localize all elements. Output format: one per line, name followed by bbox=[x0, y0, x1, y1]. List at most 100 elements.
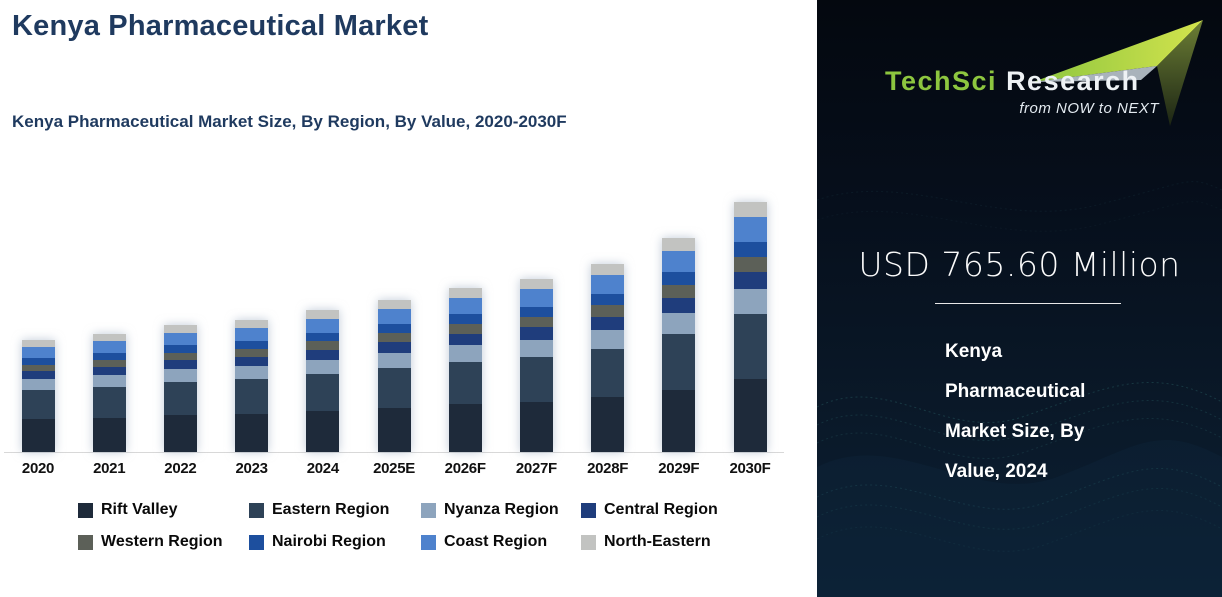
logo-brand-part2: Research bbox=[1006, 66, 1140, 96]
bar-segment-eastern-region bbox=[306, 373, 340, 411]
bar-segment-nyanza-region bbox=[662, 312, 696, 335]
bar-segment-western-region bbox=[306, 341, 340, 350]
legend-label: North-Eastern bbox=[604, 533, 711, 550]
bar-segment-rift-valley bbox=[21, 419, 55, 452]
bar-segment-nairobi-region bbox=[448, 314, 482, 325]
bar-segment-western-region bbox=[448, 324, 482, 334]
legend-label: Coast Region bbox=[444, 533, 548, 550]
bar-segment-nyanza-region bbox=[733, 289, 767, 315]
logo-tagline: from NOW to NEXT bbox=[1019, 100, 1159, 117]
bar-segment-rift-valley bbox=[448, 404, 482, 452]
bar-segment-rift-valley bbox=[306, 410, 340, 452]
bar-segment-western-region bbox=[163, 352, 197, 361]
bar-segment-rift-valley bbox=[733, 379, 767, 452]
bar-segment-eastern-region bbox=[591, 348, 625, 398]
bar-segment-north-eastern bbox=[519, 278, 553, 290]
caption-line: Market Size, By bbox=[945, 421, 1085, 442]
bar-segment-nairobi-region bbox=[163, 345, 197, 353]
bar-segment-eastern-region bbox=[21, 390, 55, 420]
legend-swatch-icon bbox=[421, 534, 436, 550]
caption-line: Pharmaceutical bbox=[945, 381, 1086, 402]
logo-wordmark: TechSci Research bbox=[885, 66, 1140, 97]
bar-segment-north-eastern bbox=[377, 299, 411, 310]
x-axis-label-2025E: 2025E bbox=[373, 460, 415, 477]
bar-segment-central-region bbox=[306, 349, 340, 360]
bar-segment-nyanza-region bbox=[377, 353, 411, 369]
bar-segment-nyanza-region bbox=[92, 375, 126, 388]
bar-segment-coast-region bbox=[519, 289, 553, 307]
bar-segment-nyanza-region bbox=[519, 339, 553, 357]
bar-segment-coast-region bbox=[591, 275, 625, 295]
logo-brand-part1: TechSci bbox=[885, 66, 998, 96]
bar-segment-western-region bbox=[519, 317, 553, 328]
bar-segment-central-region bbox=[448, 333, 482, 346]
bar-segment-central-region bbox=[163, 360, 197, 370]
legend-swatch-icon bbox=[581, 534, 596, 550]
x-axis-label-2022: 2022 bbox=[164, 460, 197, 477]
bar-segment-eastern-region bbox=[92, 387, 126, 418]
legend-swatch-icon bbox=[581, 502, 596, 518]
caption-line: Kenya bbox=[945, 341, 1003, 362]
bar-segment-nairobi-region bbox=[377, 324, 411, 334]
bar-segment-eastern-region bbox=[519, 356, 553, 402]
legend-item-western-region: Western Region bbox=[78, 533, 249, 551]
bar-segment-nairobi-region bbox=[591, 294, 625, 306]
bar-segment-central-region bbox=[733, 271, 767, 290]
bar-segment-north-eastern bbox=[448, 288, 482, 298]
stacked-bar-2028F bbox=[591, 263, 625, 452]
bar-segment-north-eastern bbox=[306, 310, 340, 319]
market-size-caption: Kenya Pharmaceutical Market Size, By Val… bbox=[945, 332, 1085, 492]
bar-segment-nairobi-region bbox=[235, 341, 269, 349]
stacked-bar-2026F bbox=[448, 288, 482, 452]
legend-item-central-region: Central Region bbox=[581, 501, 771, 519]
bar-segment-nyanza-region bbox=[21, 379, 55, 391]
bar-segment-nairobi-region bbox=[306, 332, 340, 342]
legend-item-eastern-region: Eastern Region bbox=[249, 501, 421, 519]
legend-swatch-icon bbox=[421, 502, 436, 518]
chart-subtitle: Kenya Pharmaceutical Market Size, By Reg… bbox=[12, 112, 567, 131]
bar-segment-coast-region bbox=[662, 250, 696, 273]
bar-segment-coast-region bbox=[163, 332, 197, 346]
x-axis-label-2030F: 2030F bbox=[729, 460, 771, 477]
bar-segment-rift-valley bbox=[235, 413, 269, 452]
bar-segment-central-region bbox=[591, 316, 625, 330]
x-axis-label-2024: 2024 bbox=[306, 460, 339, 477]
bar-segment-nairobi-region bbox=[662, 272, 696, 286]
bar-segment-western-region bbox=[591, 305, 625, 317]
bar-segment-north-eastern bbox=[21, 340, 55, 347]
bar-segment-rift-valley bbox=[519, 401, 553, 452]
bar-segment-eastern-region bbox=[733, 314, 767, 380]
bar-segment-eastern-region bbox=[377, 368, 411, 408]
legend-label: Eastern Region bbox=[272, 501, 390, 518]
caption-line: Value, 2024 bbox=[945, 461, 1048, 482]
page-title: Kenya Pharmaceutical Market bbox=[12, 10, 429, 42]
bar-segment-western-region bbox=[92, 359, 126, 368]
bar-segment-western-region bbox=[21, 364, 55, 372]
x-axis-labels: 2020 2021 2022 2023 2024 2025E 2026F 2027F 2028F… bbox=[8, 460, 790, 482]
chart-panel: Kenya Pharmaceutical Market Kenya Pharma… bbox=[4, 10, 790, 551]
legend-label: Nyanza Region bbox=[444, 501, 559, 518]
stacked-bar-2025E bbox=[377, 299, 411, 452]
legend-item-north-eastern: North-Eastern bbox=[581, 533, 771, 551]
legend-swatch-icon bbox=[249, 534, 264, 550]
bar-segment-rift-valley bbox=[591, 397, 625, 452]
legend-label: Central Region bbox=[604, 501, 718, 518]
bar-segment-nyanza-region bbox=[163, 369, 197, 383]
bar-segment-nairobi-region bbox=[519, 306, 553, 318]
legend-swatch-icon bbox=[78, 534, 93, 550]
legend-swatch-icon bbox=[249, 502, 264, 518]
side-panel: TechSci Research from NOW to NEXT USD 76… bbox=[817, 0, 1222, 597]
bar-segment-north-eastern bbox=[92, 334, 126, 342]
legend-swatch-icon bbox=[78, 502, 93, 518]
arrow-icon bbox=[1033, 20, 1203, 126]
x-axis-label-2020: 2020 bbox=[21, 460, 55, 477]
bar-segment-coast-region bbox=[235, 327, 269, 342]
bar-segment-rift-valley bbox=[92, 417, 126, 452]
x-axis-label-2021: 2021 bbox=[93, 460, 126, 477]
bar-segment-western-region bbox=[662, 285, 696, 298]
bar-segment-coast-region bbox=[448, 297, 482, 315]
x-axis-label-2028F: 2028F bbox=[587, 460, 629, 477]
legend-label: Rift Valley bbox=[101, 501, 178, 518]
bar-segment-north-eastern bbox=[163, 324, 197, 333]
bar-segment-central-region bbox=[21, 371, 55, 380]
